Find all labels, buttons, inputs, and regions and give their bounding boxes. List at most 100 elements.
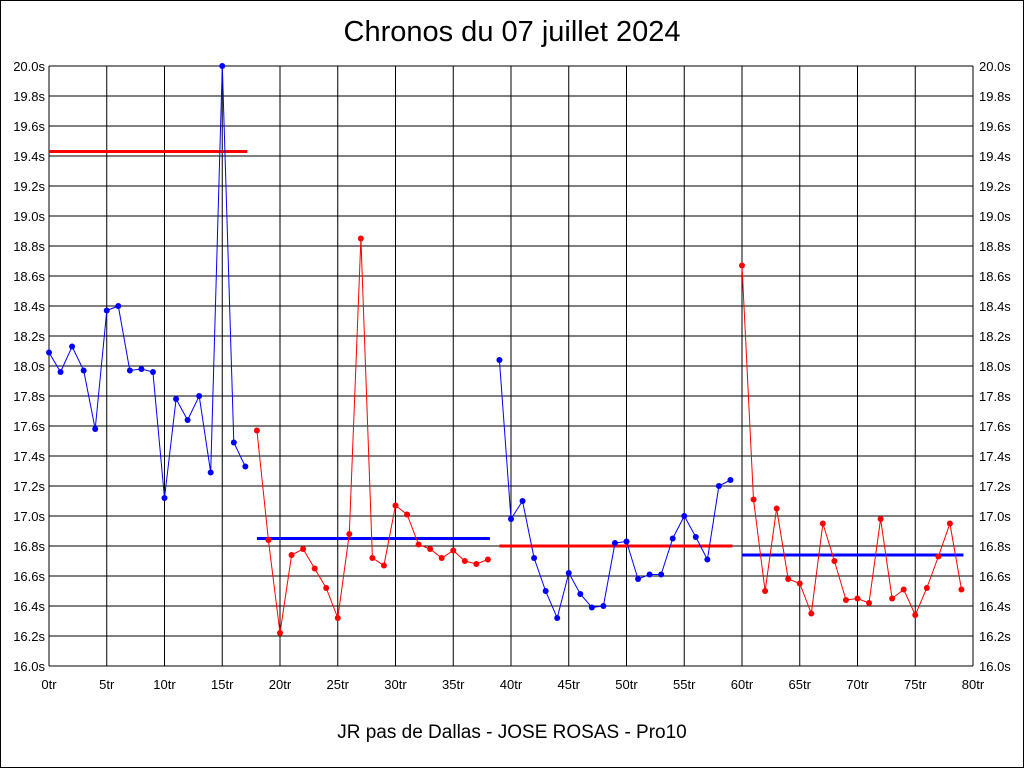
data-point — [230, 439, 237, 446]
data-point — [300, 546, 307, 552]
data-point — [935, 553, 942, 560]
y-tick-label-right: 18.6s — [979, 269, 1011, 284]
y-tick-label: 17.8s — [13, 389, 45, 404]
data-point — [357, 235, 364, 242]
data-point — [808, 610, 815, 617]
data-point — [704, 556, 711, 563]
data-point — [450, 547, 457, 554]
data-point — [727, 477, 734, 483]
series-line — [498, 359, 731, 620]
y-tick-label: 18.4s — [13, 299, 45, 314]
x-axis: 0tr 5tr 10tr 15tr 20tr 25tr 30tr 35tr 40tr 45tr 50… — [41, 677, 984, 692]
data-point — [103, 307, 110, 314]
y-tick-label: 17.0s — [13, 509, 45, 524]
data-point — [392, 502, 399, 509]
data-point — [334, 615, 341, 621]
chart-footer: JR pas de Dallas - JOSE ROSAS - Pro10 — [337, 722, 687, 743]
data-point — [311, 565, 318, 572]
y-tick-label-right: 16.0s — [979, 659, 1011, 674]
data-point — [184, 417, 191, 423]
data-point — [323, 585, 330, 591]
y-tick-label: 19.8s — [13, 89, 45, 104]
data-point — [508, 516, 514, 522]
x-tick-label: 20tr — [269, 677, 292, 692]
data-point — [288, 552, 295, 558]
data-point — [196, 393, 203, 399]
data-point — [219, 63, 226, 69]
data-point — [819, 520, 826, 527]
x-tick-label: 60tr — [731, 677, 754, 692]
data-point — [554, 615, 561, 621]
x-tick-label: 0tr — [41, 677, 57, 692]
data-point — [900, 586, 907, 593]
y-tick-label: 17.2s — [13, 479, 45, 494]
data-point — [427, 546, 434, 552]
x-tick-label: 70tr — [846, 677, 869, 692]
data-point — [646, 571, 653, 578]
data-point — [542, 588, 549, 594]
data-point — [531, 555, 538, 561]
data-point — [207, 469, 214, 476]
data-point — [380, 562, 387, 569]
data-point — [681, 513, 688, 519]
y-tick-label: 17.4s — [13, 449, 45, 464]
x-tick-label: 40tr — [500, 677, 523, 692]
grid — [48, 65, 974, 667]
x-tick-label: 50tr — [615, 677, 638, 692]
x-tick-label: 25tr — [327, 677, 350, 692]
data-point — [588, 604, 595, 611]
data-point — [496, 357, 503, 363]
average-lines — [49, 150, 964, 557]
y-tick-label-right: 19.4s — [979, 149, 1011, 164]
x-tick-label: 45tr — [558, 677, 581, 692]
data-point — [461, 558, 468, 564]
x-tick-label: 10tr — [153, 677, 176, 692]
x-tick-label: 35tr — [442, 677, 465, 692]
data-point — [739, 262, 745, 269]
y-tick-label: 20.0s — [13, 59, 45, 74]
y-tick-label: 19.6s — [13, 119, 45, 134]
data-point — [438, 555, 445, 561]
data-point — [715, 483, 722, 489]
data-point — [669, 535, 676, 542]
data-point — [92, 426, 99, 432]
data-point — [692, 534, 699, 540]
y-tick-label: 16.6s — [13, 569, 45, 584]
data-point — [473, 561, 480, 567]
x-tick-label: 80tr — [962, 677, 985, 692]
data-point — [115, 303, 122, 309]
data-point — [519, 498, 526, 504]
data-point — [415, 541, 422, 548]
y-tick-label-right: 18.8s — [979, 239, 1011, 254]
y-tick-label: 18.6s — [13, 269, 45, 284]
y-tick-label: 16.0s — [13, 659, 45, 674]
y-tick-label-right: 18.0s — [979, 359, 1011, 374]
data-point — [762, 588, 769, 594]
series-group — [46, 63, 965, 636]
data-point — [889, 595, 896, 602]
data-point — [796, 580, 803, 587]
y-tick-label-right: 19.8s — [979, 89, 1011, 104]
y-axis-left: 16.0s 16.2s 16.4s 16.6s 16.8s 17.0s 17.2s 17.4s… — [13, 59, 45, 674]
y-tick-label-right: 17.4s — [979, 449, 1011, 464]
data-point — [785, 576, 792, 582]
y-tick-label-right: 17.8s — [979, 389, 1011, 404]
data-point — [877, 516, 884, 522]
y-tick-label-right: 19.0s — [979, 209, 1011, 224]
data-point — [484, 556, 491, 563]
data-point — [265, 537, 272, 543]
data-point — [635, 576, 642, 582]
data-point — [958, 586, 965, 593]
y-tick-label-right: 16.4s — [979, 599, 1011, 614]
data-point — [866, 600, 873, 606]
data-point — [831, 558, 838, 564]
data-point — [369, 555, 376, 561]
y-tick-label: 19.2s — [13, 179, 45, 194]
data-point — [242, 463, 249, 470]
y-axis-right: 16.0s 16.2s 16.4s 16.6s 16.8s 17.0s 17.2s 17.4s… — [979, 59, 1011, 674]
y-tick-label-right: 19.6s — [979, 119, 1011, 134]
data-point — [69, 343, 76, 350]
data-point — [173, 396, 180, 402]
data-point — [277, 630, 283, 636]
